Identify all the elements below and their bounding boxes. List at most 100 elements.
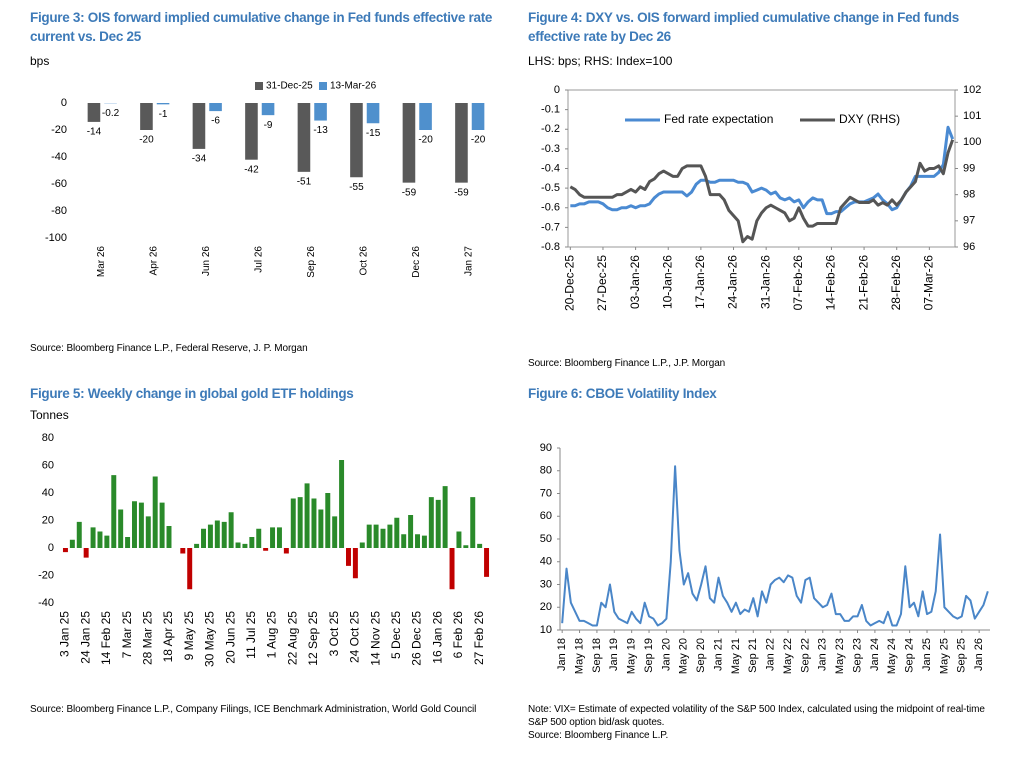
y-tick-label: -20 [38, 569, 54, 581]
bar [69, 539, 75, 548]
x-tick-label: Jan 27 [463, 246, 474, 276]
line-series [570, 125, 955, 216]
x-tick-label: Sep 20 [695, 638, 707, 673]
x-tick-label: May 19 [626, 638, 638, 674]
bar [201, 528, 207, 548]
bar [140, 103, 153, 130]
value-label: -20 [139, 135, 154, 146]
x-tick-label: Sep 24 [904, 638, 916, 673]
bar [138, 502, 144, 548]
y-tick-label: 96 [963, 241, 975, 253]
x-tick-label: May 23 [834, 638, 846, 674]
x-tick-label: 16 Jan 26 [430, 611, 444, 664]
bar [249, 537, 255, 548]
x-tick-label: 1 Aug 25 [265, 611, 279, 659]
x-tick-label: Sep 18 [591, 638, 603, 673]
y-tick-label: -0.6 [541, 202, 560, 214]
y-tick-label: -80 [51, 205, 67, 217]
value-label: -15 [366, 128, 381, 139]
bar [428, 497, 434, 548]
bar [290, 498, 296, 548]
y-tick-label: 40 [42, 487, 54, 499]
legend-label: 31-Dec-25 [266, 81, 313, 92]
value-label: -14 [87, 127, 102, 138]
x-tick-label: Oct 26 [358, 246, 369, 276]
legend-label: Fed rate expectation [664, 112, 773, 126]
bar [283, 548, 289, 554]
x-tick-label: 14 Feb 25 [99, 611, 113, 665]
y-tick-label: 60 [42, 459, 54, 471]
x-tick-label: Jan 18 [556, 638, 568, 671]
x-tick-label: 18 Apr 25 [161, 611, 175, 663]
bar [261, 103, 275, 116]
source: Source: Bloomberg Finance L.P., Company … [30, 704, 477, 715]
x-tick-label: Sep 25 [956, 638, 968, 673]
bar [442, 486, 448, 548]
bar [242, 543, 248, 548]
bar [207, 524, 213, 548]
bar [373, 524, 379, 548]
value-label: -0.2 [102, 108, 120, 119]
x-tick-label: Dec 26 [411, 246, 422, 278]
x-tick-label: 27 Feb 26 [472, 611, 486, 665]
x-tick-label: Jan 25 [921, 638, 933, 671]
value-label: -1 [159, 109, 168, 120]
bar [276, 527, 282, 548]
bar [156, 103, 170, 105]
bar [245, 103, 258, 160]
y-tick-label: 50 [540, 533, 552, 545]
y-tick-label: 20 [42, 514, 54, 526]
y-tick-label: -60 [51, 178, 67, 190]
x-tick-label: 10-Jan-26 [660, 255, 674, 309]
y-tick-label: -0.4 [541, 162, 560, 174]
value-label: -59 [402, 187, 417, 198]
bar [455, 103, 468, 183]
bar [97, 531, 103, 548]
x-tick-label: May 24 [886, 638, 898, 674]
y-tick-label: 97 [963, 215, 975, 227]
bar [118, 509, 124, 548]
line-series [561, 465, 989, 627]
x-tick-label: Sep 22 [799, 638, 811, 673]
x-tick-label: 26 Dec 25 [410, 611, 424, 666]
x-tick-label: 17-Jan-26 [693, 255, 707, 309]
chart-title: Figure 6: CBOE Volatility Index [528, 386, 717, 401]
y-tick-label: 80 [42, 432, 54, 444]
x-tick-label: 28 Mar 25 [140, 611, 154, 665]
value-label: -20 [471, 135, 486, 146]
bar [345, 548, 351, 566]
x-tick-label: Sep 21 [747, 638, 759, 673]
bar [297, 497, 303, 548]
chart-title: Figure 4: DXY vs. OIS forward implied cu… [528, 10, 959, 44]
bar [394, 517, 400, 548]
x-tick-label: 7 Mar 25 [120, 611, 134, 659]
y-tick-label: 60 [540, 510, 552, 522]
line-series [569, 139, 955, 244]
bar [408, 515, 414, 548]
bar [192, 103, 206, 149]
bar [263, 548, 269, 551]
bar [159, 502, 165, 548]
x-tick-label: May 18 [573, 638, 585, 674]
legend-label: DXY (RHS) [839, 112, 900, 126]
x-tick-label: 30 May 25 [203, 611, 217, 667]
bar [62, 548, 68, 553]
x-tick-label: 07-Mar-26 [922, 255, 936, 311]
bar [366, 524, 372, 548]
x-tick-label: 28-Feb-26 [889, 255, 903, 311]
bar [166, 526, 172, 548]
bar [194, 543, 200, 548]
y-tick-label: -0.3 [541, 143, 560, 155]
x-tick-label: Jun 26 [201, 246, 212, 276]
x-tick-label: 14-Feb-26 [824, 255, 838, 311]
x-tick-label: Jan 23 [817, 638, 829, 671]
y-tick-label: 102 [963, 84, 981, 96]
bar [235, 542, 241, 548]
value-label: -51 [297, 176, 312, 187]
x-tick-label: May 21 [730, 638, 742, 674]
bar [325, 493, 331, 548]
y-tick-label: 101 [963, 110, 981, 122]
x-tick-label: 21-Feb-26 [856, 255, 870, 311]
value-label: -55 [349, 182, 364, 193]
